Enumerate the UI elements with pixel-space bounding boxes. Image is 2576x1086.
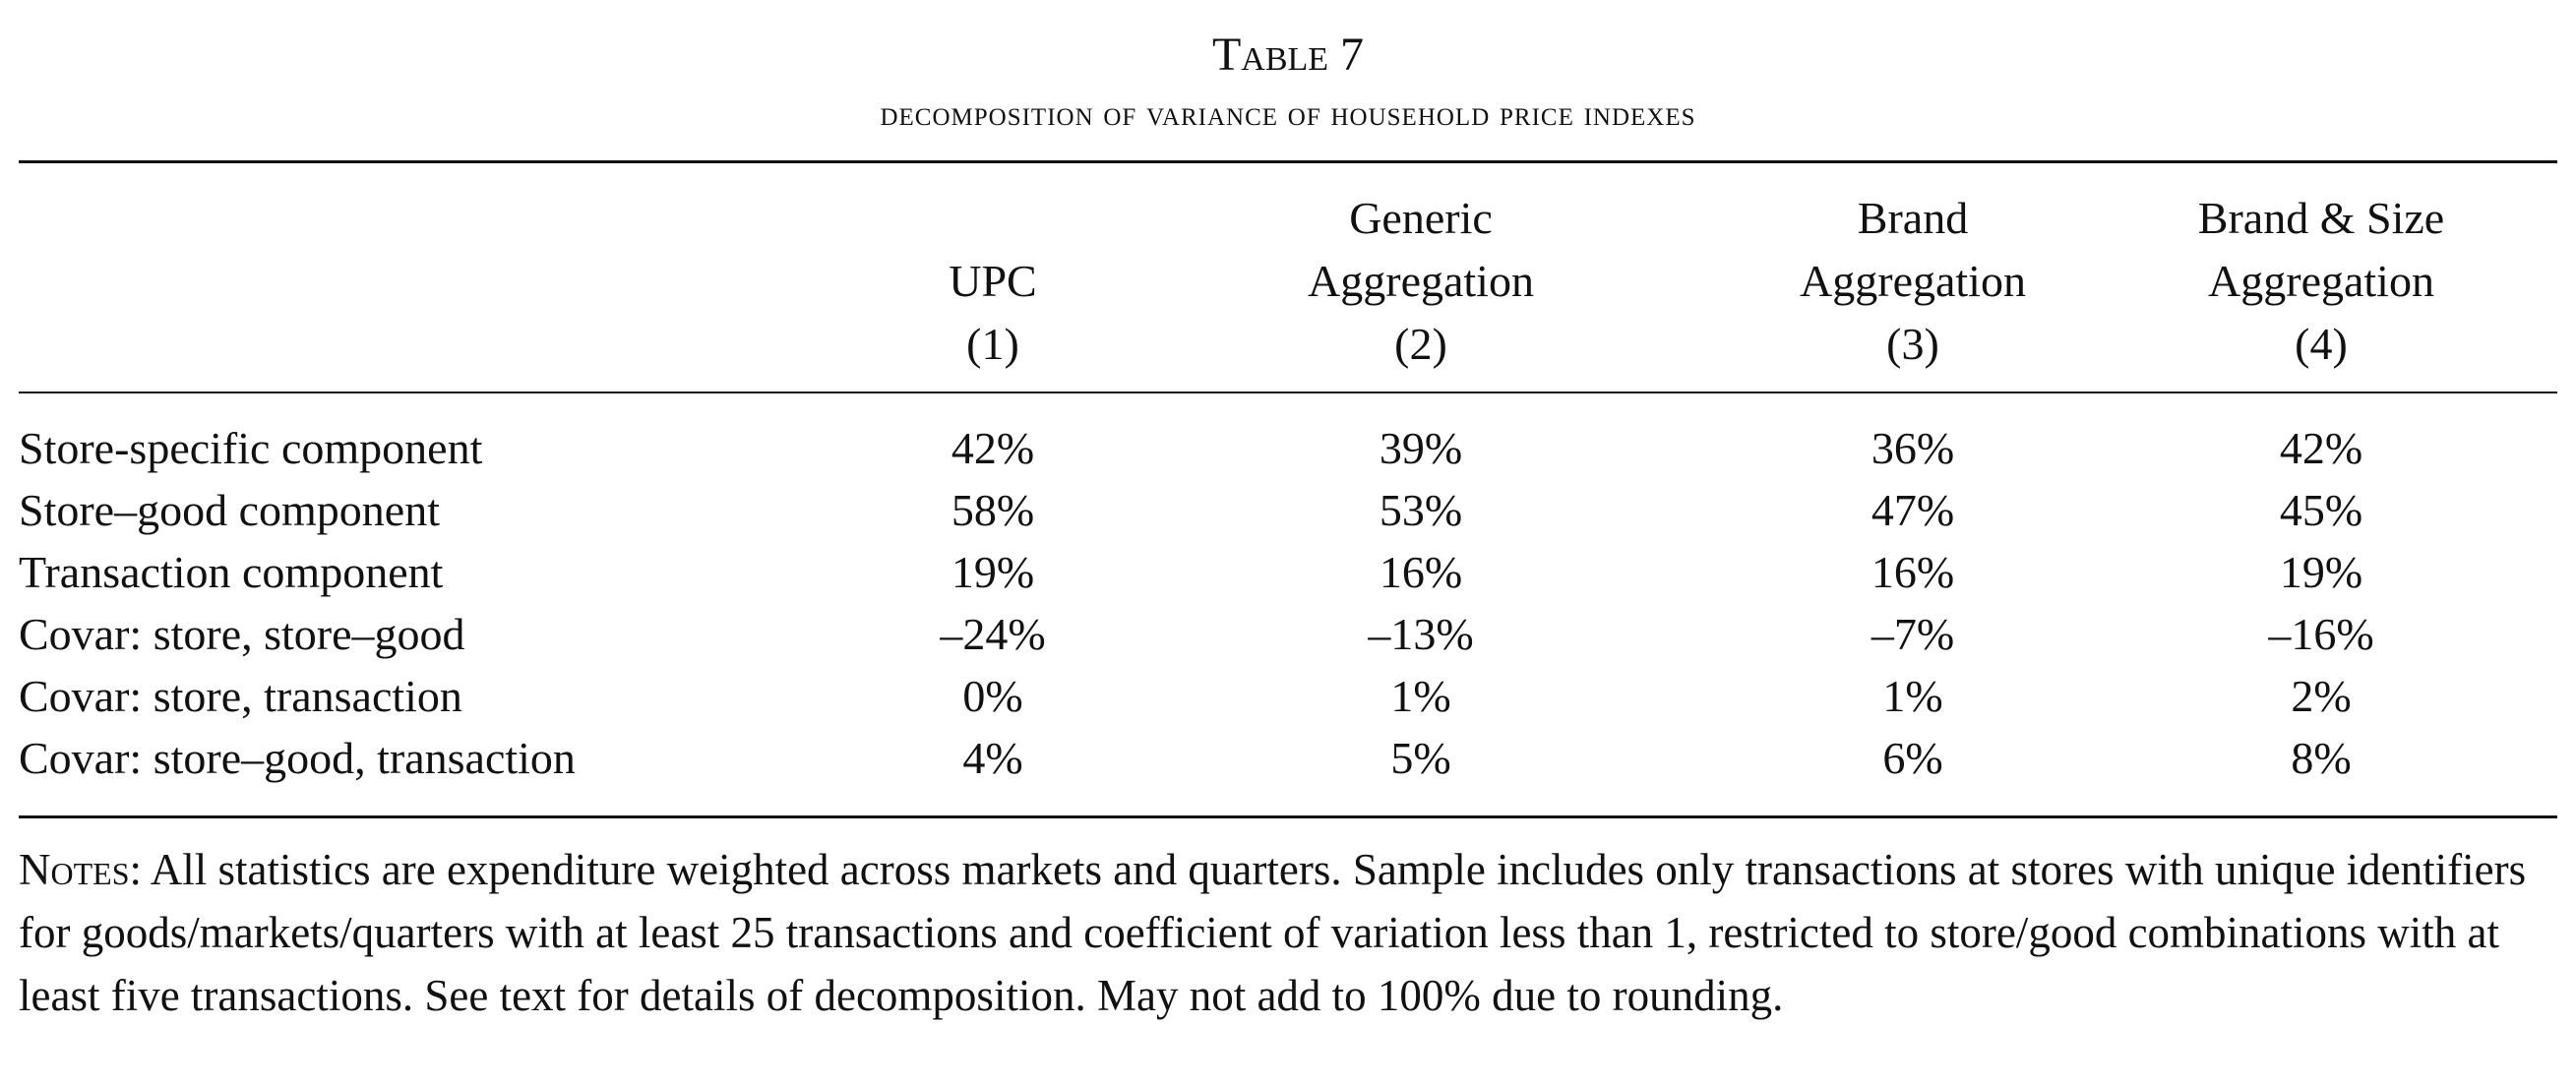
- column-header-4-line2: Aggregation: [2208, 256, 2434, 306]
- column-header-2-number: (2): [1394, 319, 1447, 369]
- bottom-rule: [19, 815, 2557, 818]
- column-header-4: Brand & Size Aggregation (4): [2115, 187, 2528, 376]
- table-cell: 2%: [2291, 671, 2352, 721]
- table-cell: –24%: [940, 609, 1046, 659]
- column-header-1: x UPC (1): [786, 187, 1199, 376]
- column-header-3-number: (3): [1886, 319, 1939, 369]
- top-rule: [19, 160, 2557, 163]
- table-cell: 16%: [1871, 547, 1955, 597]
- column-header-3-line2: Aggregation: [1800, 256, 2026, 306]
- row-label: Transaction component: [19, 547, 444, 597]
- table-row: Covar: store, transaction 0% 1% 1% 2%: [19, 665, 2557, 727]
- table-cell: 1%: [1882, 671, 1943, 721]
- table-page: Table 7 decomposition of variance of hou…: [19, 0, 2557, 1086]
- column-header-2-line2: Aggregation: [1308, 256, 1534, 306]
- table-cell: 45%: [2279, 485, 2363, 535]
- table-cell: 42%: [2279, 423, 2363, 473]
- table-subtitle: decomposition of variance of household p…: [880, 94, 1696, 133]
- column-header-4-number: (4): [2295, 319, 2348, 369]
- table-cell: 19%: [951, 547, 1035, 597]
- column-header-1-number: (1): [966, 319, 1019, 369]
- table-row: Transaction component 19% 16% 16% 19%: [19, 541, 2557, 603]
- table-cell: –13%: [1368, 609, 1474, 659]
- header-rule: [19, 392, 2557, 393]
- table-cell: 19%: [2279, 547, 2363, 597]
- table-cell: 1%: [1390, 671, 1451, 721]
- table-row: Store-specific component 42% 39% 36% 42%: [19, 417, 2557, 479]
- table-cell: 4%: [962, 733, 1023, 783]
- table-row: Covar: store–good, transaction 4% 5% 6% …: [19, 727, 2557, 789]
- table-cell: 42%: [951, 423, 1035, 473]
- column-header-4-line1: Brand & Size: [2197, 193, 2445, 243]
- row-label: Covar: store, store–good: [19, 609, 465, 659]
- row-label: Store–good component: [19, 485, 440, 535]
- row-label: Covar: store–good, transaction: [19, 733, 576, 783]
- row-label: Store-specific component: [19, 423, 483, 473]
- table-cell: –16%: [2268, 609, 2374, 659]
- table-cell: 0%: [962, 671, 1023, 721]
- table-cell: 8%: [2291, 733, 2352, 783]
- column-header-3: Brand Aggregation (3): [1706, 187, 2119, 376]
- table-title: Table 7: [1211, 29, 1365, 81]
- table-cell: 47%: [1871, 485, 1955, 535]
- table-cell: 36%: [1871, 423, 1955, 473]
- column-header-1-line2: UPC: [949, 256, 1037, 306]
- table-cell: 6%: [1882, 733, 1943, 783]
- table-cell: 5%: [1390, 733, 1451, 783]
- table-cell: –7%: [1871, 609, 1955, 659]
- table-cell: 16%: [1379, 547, 1463, 597]
- table-row: Store–good component 58% 53% 47% 45%: [19, 479, 2557, 541]
- table-cell: 53%: [1379, 485, 1463, 535]
- notes-label: Notes:: [19, 845, 142, 894]
- table-notes: Notes: All statistics are expenditure we…: [19, 838, 2557, 1027]
- table-row: Covar: store, store–good –24% –13% –7% –…: [19, 603, 2557, 665]
- table-cell: 39%: [1379, 423, 1463, 473]
- column-header-2: Generic Aggregation (2): [1214, 187, 1627, 376]
- column-header-2-line1: Generic: [1349, 193, 1493, 243]
- row-label: Covar: store, transaction: [19, 671, 462, 721]
- table-cell: 58%: [951, 485, 1035, 535]
- notes-text: All statistics are expenditure weighted …: [19, 845, 2527, 1020]
- column-header-3-line1: Brand: [1857, 193, 1969, 243]
